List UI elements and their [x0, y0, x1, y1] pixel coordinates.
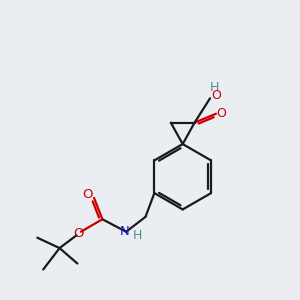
Text: O: O [212, 89, 221, 102]
Text: N: N [120, 225, 130, 238]
Text: O: O [82, 188, 93, 201]
Text: O: O [73, 227, 84, 240]
Text: H: H [210, 81, 219, 94]
Text: O: O [216, 107, 226, 120]
Text: H: H [133, 229, 142, 242]
